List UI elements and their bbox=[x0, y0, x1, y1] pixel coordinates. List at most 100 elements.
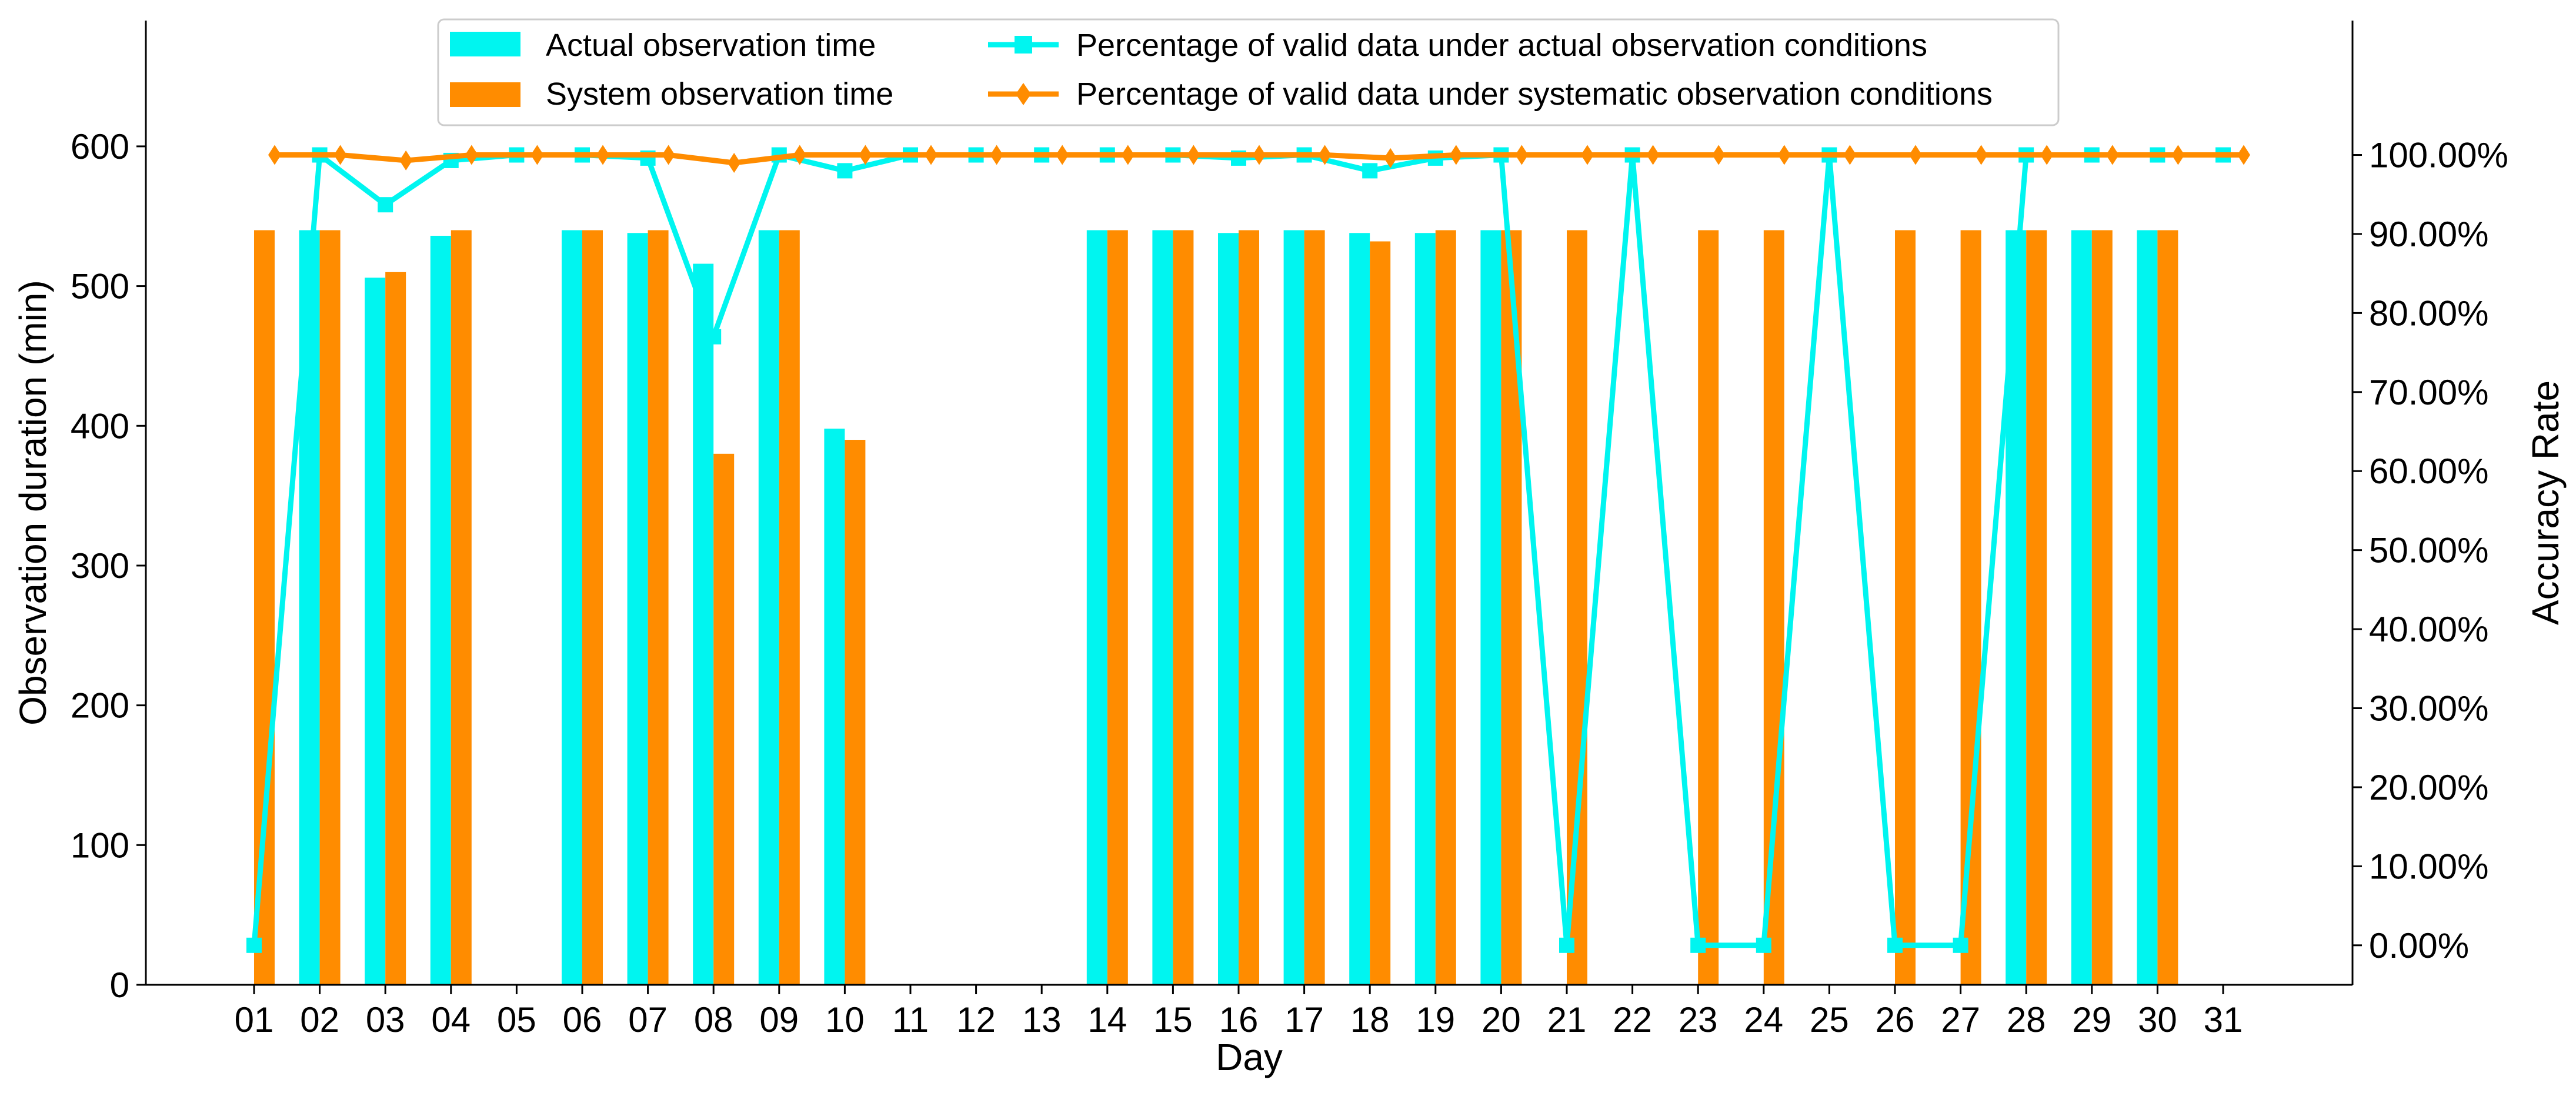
x-tick-label: 22 bbox=[1613, 1000, 1652, 1039]
bar-system-07 bbox=[648, 230, 669, 985]
marker-system-valid-09 bbox=[793, 145, 806, 165]
bar-system-19 bbox=[1435, 230, 1456, 985]
x-tick-label: 02 bbox=[300, 1000, 339, 1039]
bars-layer bbox=[254, 230, 2178, 985]
legend-swatch-actual-time bbox=[450, 32, 520, 56]
x-tick-label: 25 bbox=[1810, 1000, 1849, 1039]
marker-system-valid-25 bbox=[1843, 145, 1857, 165]
x-tick-label: 21 bbox=[1547, 1000, 1587, 1039]
y2-tick-label: 60.00% bbox=[2369, 452, 2489, 491]
x-tick-label: 12 bbox=[956, 1000, 996, 1039]
x-tick-label: 24 bbox=[1744, 1000, 1783, 1039]
marker-system-valid-23 bbox=[1712, 145, 1726, 165]
marker-system-valid-03 bbox=[399, 150, 413, 171]
x-tick-label: 19 bbox=[1416, 1000, 1455, 1039]
x-tick-label: 23 bbox=[1679, 1000, 1718, 1039]
marker-system-valid-04 bbox=[465, 145, 478, 165]
bar-actual-15 bbox=[1152, 230, 1173, 985]
bar-actual-03 bbox=[365, 278, 386, 985]
marker-system-valid-02 bbox=[333, 145, 347, 165]
x-tick-label: 08 bbox=[694, 1000, 733, 1039]
x-tick-label: 15 bbox=[1153, 1000, 1193, 1039]
marker-system-valid-18 bbox=[1384, 148, 1397, 168]
legend: Actual observation time System observati… bbox=[437, 18, 2060, 126]
marker-system-valid-15 bbox=[1187, 145, 1200, 165]
bar-actual-17 bbox=[1283, 230, 1304, 985]
marker-system-valid-28 bbox=[2040, 145, 2054, 165]
bar-actual-14 bbox=[1086, 230, 1107, 985]
lines-layer bbox=[246, 145, 2250, 953]
legend-label-actual-valid: Percentage of valid data under actual ob… bbox=[1076, 28, 1927, 63]
legend-label-system-valid: Percentage of valid data under systemati… bbox=[1076, 76, 1993, 112]
x-tick-label: 13 bbox=[1022, 1000, 1062, 1039]
marker-actual-valid-21 bbox=[1559, 937, 1574, 953]
marker-system-valid-31 bbox=[2237, 145, 2250, 165]
y2-tick-label: 50.00% bbox=[2369, 531, 2489, 570]
x-tick-label: 03 bbox=[366, 1000, 405, 1039]
y2-axis-title: Accuracy Rate bbox=[2524, 380, 2567, 625]
bar-system-08 bbox=[713, 453, 735, 985]
bar-actual-30 bbox=[2137, 230, 2158, 985]
legend-swatch-system-time bbox=[450, 82, 520, 107]
bar-system-23 bbox=[1698, 230, 1719, 985]
bar-system-14 bbox=[1107, 230, 1128, 985]
x-tick-label: 10 bbox=[825, 1000, 865, 1039]
marker-actual-valid-23 bbox=[1690, 937, 1706, 953]
bar-system-27 bbox=[1960, 230, 1981, 985]
y2-tick-label: 40.00% bbox=[2369, 610, 2489, 649]
marker-actual-valid-24 bbox=[1756, 937, 1771, 953]
bar-system-28 bbox=[2026, 230, 2047, 985]
bar-actual-29 bbox=[2071, 230, 2092, 985]
marker-system-valid-24 bbox=[1777, 145, 1791, 165]
marker-system-valid-01 bbox=[268, 145, 281, 165]
legend-marker-actual-valid bbox=[1015, 36, 1032, 54]
x-tick-label: 29 bbox=[2072, 1000, 2111, 1039]
bar-actual-20 bbox=[1480, 230, 1501, 985]
marker-system-valid-21 bbox=[1581, 145, 1594, 165]
marker-actual-valid-03 bbox=[378, 197, 393, 213]
bar-system-02 bbox=[319, 230, 341, 985]
y-tick-label: 200 bbox=[71, 686, 129, 726]
marker-actual-valid-01 bbox=[246, 937, 262, 953]
bar-actual-10 bbox=[824, 429, 845, 985]
ticks-layer: 0 100 200 300 400 500 600 0.00% 10.00% 20.00% 30.0… bbox=[71, 127, 2508, 1039]
bar-system-04 bbox=[451, 230, 472, 985]
marker-system-valid-26 bbox=[1909, 145, 1922, 165]
x-tick-label: 17 bbox=[1284, 1000, 1324, 1039]
y2-tick-label: 10.00% bbox=[2369, 847, 2489, 886]
bar-system-15 bbox=[1173, 230, 1194, 985]
marker-system-valid-19 bbox=[1449, 145, 1463, 165]
y-tick-label: 500 bbox=[71, 267, 129, 306]
bar-system-17 bbox=[1304, 230, 1325, 985]
marker-actual-valid-10 bbox=[837, 163, 853, 179]
y2-tick-label: 30.00% bbox=[2369, 689, 2489, 728]
bar-system-03 bbox=[385, 272, 406, 985]
bar-actual-07 bbox=[627, 233, 648, 985]
x-axis-title: Day bbox=[1216, 1036, 1283, 1078]
bar-system-26 bbox=[1895, 230, 1916, 985]
y2-tick-label: 80.00% bbox=[2369, 293, 2489, 333]
marker-system-valid-07 bbox=[662, 145, 675, 165]
legend-marker-system-valid bbox=[1016, 83, 1031, 105]
marker-actual-valid-27 bbox=[1953, 937, 1968, 953]
bar-system-16 bbox=[1239, 230, 1259, 985]
y2-tick-label: 90.00% bbox=[2369, 215, 2489, 254]
bar-system-24 bbox=[1763, 230, 1784, 985]
x-tick-label: 05 bbox=[497, 1000, 536, 1039]
bar-actual-08 bbox=[693, 263, 714, 985]
marker-system-valid-06 bbox=[596, 145, 609, 165]
y-tick-label: 600 bbox=[71, 127, 129, 166]
bar-actual-19 bbox=[1414, 233, 1436, 985]
axes-layer bbox=[145, 21, 2354, 986]
marker-system-valid-14 bbox=[1121, 145, 1134, 165]
bar-system-01 bbox=[254, 230, 275, 985]
legend-label-actual-time: Actual observation time bbox=[546, 28, 876, 63]
marker-system-valid-13 bbox=[1056, 145, 1069, 165]
x-tick-label: 27 bbox=[1941, 1000, 1980, 1039]
x-tick-label: 20 bbox=[1481, 1000, 1521, 1039]
marker-system-valid-11 bbox=[925, 145, 937, 165]
x-tick-label: 31 bbox=[2204, 1000, 2243, 1039]
marker-actual-valid-26 bbox=[1887, 937, 1903, 953]
bar-system-29 bbox=[2091, 230, 2113, 985]
